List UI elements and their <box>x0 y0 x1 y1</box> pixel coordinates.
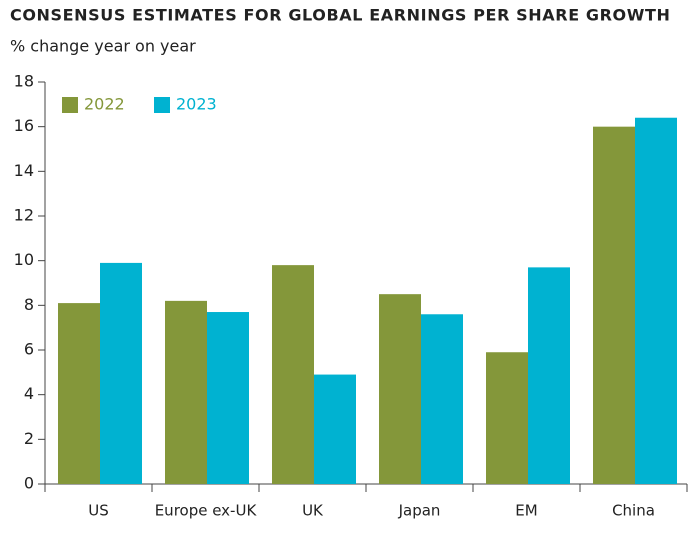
bar <box>272 265 314 484</box>
y-tick-label: 12 <box>14 206 34 225</box>
legend-label: 2022 <box>84 95 125 114</box>
bar <box>314 374 356 484</box>
legend-swatch <box>154 97 170 113</box>
y-tick-label: 18 <box>14 72 34 91</box>
y-tick-label: 16 <box>14 116 34 135</box>
bar <box>100 262 142 484</box>
chart-title: CONSENSUS ESTIMATES FOR GLOBAL EARNINGS … <box>10 6 671 25</box>
y-tick-label: 0 <box>24 474 34 493</box>
legend-swatch <box>62 97 78 113</box>
bar <box>635 117 677 484</box>
bar <box>421 314 463 484</box>
x-tick-label: China <box>612 502 655 520</box>
bar <box>593 126 635 485</box>
y-tick-label: 4 <box>24 384 34 403</box>
bar <box>165 300 207 484</box>
bar <box>528 267 570 484</box>
x-tick-label: UK <box>302 502 324 520</box>
y-tick-label: 2 <box>24 429 34 448</box>
y-tick-label: 8 <box>24 295 34 314</box>
bar <box>207 312 249 484</box>
legend-label: 2023 <box>176 95 217 114</box>
bar <box>58 303 100 484</box>
y-tick-label: 6 <box>24 340 34 359</box>
y-tick-label: 14 <box>14 161 34 180</box>
x-tick-label: EM <box>515 502 537 520</box>
x-tick-label: Europe ex-UK <box>155 502 258 520</box>
x-tick-label: US <box>88 502 109 520</box>
x-tick-label: Japan <box>398 502 441 520</box>
y-tick-label: 10 <box>14 250 34 269</box>
chart-subtitle: % change year on year <box>10 37 196 56</box>
bar <box>486 352 528 484</box>
bar <box>379 294 421 484</box>
